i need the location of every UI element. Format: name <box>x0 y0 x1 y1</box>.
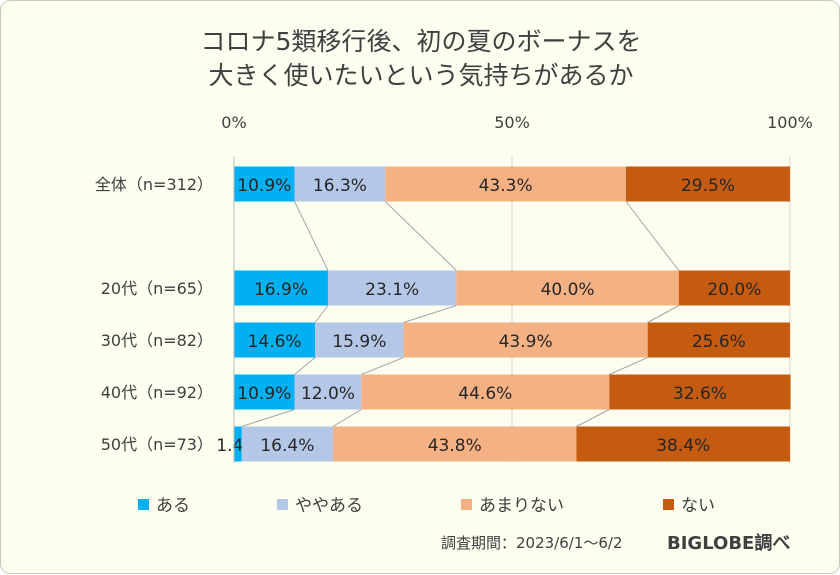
brand-credit: BIGLOBE調べ <box>667 533 791 554</box>
category-label: 30代（n=82） <box>101 331 213 350</box>
series-connector-line <box>332 409 362 427</box>
category-label: 20代（n=65） <box>101 279 213 298</box>
series-connector-line <box>294 357 316 375</box>
category-label: 全体（n=312） <box>95 175 213 194</box>
bar-segment <box>678 270 790 306</box>
legend-swatch <box>138 499 149 510</box>
data-label: 15.9% <box>332 332 386 352</box>
data-label: 43.8% <box>428 436 482 456</box>
series-connector-line <box>625 201 680 271</box>
data-label: 38.4% <box>656 436 710 456</box>
legend-label: ない <box>681 496 715 516</box>
series-connector-line <box>647 305 680 323</box>
bar-segment <box>403 322 648 358</box>
bar-segment <box>385 166 626 202</box>
data-label: 43.3% <box>479 176 533 196</box>
series-connector-line <box>314 305 329 323</box>
category-label: 50代（n=73） <box>101 435 213 454</box>
bar-segment <box>647 322 790 358</box>
data-label: 44.6% <box>458 384 512 404</box>
series-connector-line <box>361 357 404 375</box>
legend-swatch <box>663 499 674 510</box>
x-tick-label: 50% <box>494 113 530 132</box>
survey-period-note: 調査期間：2023/6/1～6/2 <box>441 534 623 552</box>
data-label: 25.6% <box>692 332 746 352</box>
data-label: 43.9% <box>499 332 553 352</box>
legend-label: ややある <box>295 496 363 516</box>
bar-segment <box>332 426 577 462</box>
data-label: 23.1% <box>365 280 419 300</box>
data-label: 14.6% <box>248 332 302 352</box>
series-connector-line <box>384 201 457 271</box>
series-connector-line <box>609 357 648 375</box>
data-label: 40.0% <box>541 280 595 300</box>
data-label: 16.3% <box>313 176 367 196</box>
data-label: 32.6% <box>673 384 727 404</box>
data-label: 10.9% <box>237 176 291 196</box>
bar-segment <box>241 426 333 462</box>
data-label: 16.9% <box>254 280 308 300</box>
series-connector-line <box>403 305 457 323</box>
chart-title: コロナ5類移行後、初の夏のボーナスを 大きく使いたいという気持ちがあるか <box>1 25 840 93</box>
bar-segment <box>234 322 316 358</box>
bar-segment <box>327 270 457 306</box>
category-label: 40代（n=92） <box>101 383 213 402</box>
data-label: 29.5% <box>681 176 735 196</box>
data-label: 20.0% <box>707 280 761 300</box>
legend-swatch <box>461 499 472 510</box>
bar-segment <box>234 166 295 202</box>
x-tick-label: 100% <box>767 113 813 132</box>
series-connector-line <box>241 409 295 427</box>
chart-title-line-2: 大きく使いたいという気持ちがあるか <box>208 61 634 90</box>
bar-segment <box>456 270 679 306</box>
bar-segment <box>576 426 790 462</box>
legend-swatch <box>277 499 288 510</box>
bar-segment <box>234 426 242 462</box>
bar-segment <box>234 374 295 410</box>
x-tick-label: 0% <box>221 113 246 132</box>
legend-label: あまりない <box>479 496 564 516</box>
data-label: 12.0% <box>301 384 355 404</box>
series-connector-line <box>576 409 610 427</box>
bar-segment <box>361 374 610 410</box>
bar-segment <box>315 322 404 358</box>
bar-segment <box>609 374 791 410</box>
series-connector-line <box>294 201 329 271</box>
bar-segment <box>294 166 386 202</box>
bar-segment <box>294 374 362 410</box>
bar-segment <box>234 270 328 306</box>
legend-label: ある <box>156 496 190 516</box>
data-label: 10.9% <box>237 384 291 404</box>
chart-title-line-1: コロナ5類移行後、初の夏のボーナスを <box>200 27 642 56</box>
data-label: 16.4% <box>260 436 314 456</box>
bar-segment <box>625 166 790 202</box>
